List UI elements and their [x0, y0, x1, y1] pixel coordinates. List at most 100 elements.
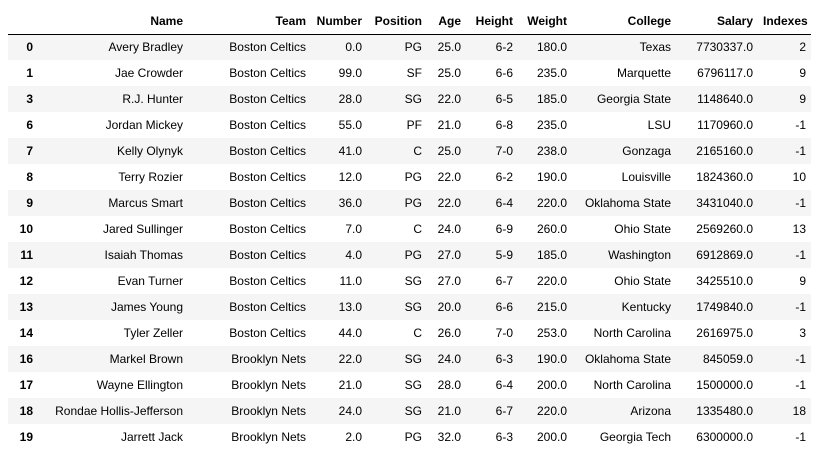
table-cell: 9: [799, 274, 806, 288]
row-index: 12: [19, 274, 33, 288]
row-index: 8: [26, 170, 33, 184]
table-row: 9 Marcus Smart Boston Celtics 36.0 PG 22.0 6-4…: [8, 190, 811, 216]
table-cell: 1500000.0: [696, 378, 753, 392]
table-cell: Brooklyn Nets: [231, 378, 306, 392]
table-cell: 21.0: [437, 404, 461, 418]
table-cell: 3: [799, 326, 806, 340]
table-row: 7 Kelly Olynyk Boston Celtics 41.0 C 25.0 7-0 2…: [8, 138, 811, 164]
row-index: 13: [19, 300, 33, 314]
table-cell: Kelly Olynyk: [116, 144, 183, 158]
table-row: 18 Rondae Hollis-Jefferson Brooklyn Nets 24…: [8, 398, 811, 424]
table-cell: C: [413, 326, 422, 340]
table-cell: -1: [795, 430, 806, 444]
table-cell: 200.0: [536, 430, 567, 444]
table-cell: 1824360.0: [696, 170, 753, 184]
table-cell: 6-6: [495, 300, 513, 314]
table-cell: 1749840.0: [696, 300, 753, 314]
table-cell: Jae Crowder: [114, 66, 183, 80]
table-cell: 6-8: [495, 118, 513, 132]
table-cell: 185.0: [536, 92, 567, 106]
table-cell: 845059.0: [702, 352, 753, 366]
table-cell: 1335480.0: [696, 404, 753, 418]
table-cell: 6-4: [495, 378, 513, 392]
table-cell: Brooklyn Nets: [231, 404, 306, 418]
table-cell: 4.0: [345, 248, 362, 262]
table-cell: 24.0: [437, 352, 461, 366]
table-cell: Wayne Ellington: [96, 378, 183, 392]
table-row: 12 Evan Turner Boston Celtics 11.0 SG 27.0 6-7…: [8, 268, 811, 294]
table-cell: 5-9: [495, 248, 513, 262]
table-cell: C: [413, 144, 422, 158]
table-cell: 215.0: [536, 300, 567, 314]
table-cell: C: [413, 222, 422, 236]
column-header: Position: [367, 8, 427, 35]
table-cell: Boston Celtics: [229, 274, 306, 288]
table-cell: SF: [406, 66, 422, 80]
table-row: 19 Jarrett Jack Brooklyn Nets 2.0 PG 32.0 6-3 2…: [8, 424, 811, 450]
table-cell: 9: [799, 66, 806, 80]
table-cell: 6796117.0: [697, 66, 753, 80]
table-cell: SG: [404, 352, 422, 366]
table-cell: 253.0: [536, 326, 567, 340]
table-cell: 6-3: [495, 352, 513, 366]
table-cell: SG: [404, 92, 422, 106]
table-cell: 21.0: [338, 378, 362, 392]
table-cell: 28.0: [437, 378, 461, 392]
row-index: 7: [26, 144, 33, 158]
header-row: Name Team Number Position Age Height Weight Col…: [8, 8, 811, 35]
table-cell: 24.0: [437, 222, 461, 236]
table-cell: SG: [404, 300, 422, 314]
table-row: 3 R.J. Hunter Boston Celtics 28.0 SG 22.0 6-5 1…: [8, 86, 811, 112]
table-cell: Isaiah Thomas: [104, 248, 184, 262]
table-cell: LSU: [647, 118, 671, 132]
table-cell: 6-5: [495, 92, 513, 106]
row-index: 16: [19, 352, 33, 366]
column-header: Number: [311, 8, 367, 35]
table-cell: Marquette: [616, 66, 671, 80]
row-index: 1: [26, 66, 33, 80]
table-row: 11 Isaiah Thomas Boston Celtics 4.0 PG 27.0 5-…: [8, 242, 811, 268]
table-cell: 25.0: [437, 40, 461, 55]
table-cell: 235.0: [536, 118, 567, 132]
table-cell: 32.0: [437, 430, 461, 444]
table-cell: Boston Celtics: [229, 196, 306, 210]
table-cell: Jarrett Jack: [120, 430, 183, 444]
table-cell: 7730337.0: [696, 40, 753, 55]
table-cell: North Carolina: [593, 378, 671, 392]
table-cell: Boston Celtics: [229, 40, 306, 55]
table-cell: 6-2: [495, 40, 513, 55]
table-cell: 1170960.0: [697, 118, 753, 132]
table-cell: 28.0: [338, 92, 362, 106]
table-cell: Jordan Mickey: [105, 118, 183, 132]
table-row: 13 James Young Boston Celtics 13.0 SG 20.0 6-6…: [8, 294, 811, 320]
table-cell: 238.0: [536, 144, 567, 158]
table-cell: 190.0: [536, 170, 567, 184]
table-cell: 185.0: [536, 248, 567, 262]
table-cell: 55.0: [338, 118, 362, 132]
column-header: Age: [427, 8, 466, 35]
column-header: Salary: [676, 8, 758, 35]
table-cell: 25.0: [437, 144, 461, 158]
table-cell: Ohio State: [614, 222, 671, 236]
table-cell: 2165160.0: [696, 144, 753, 158]
table-cell: Georgia State: [596, 92, 671, 106]
table-cell: 25.0: [437, 66, 461, 80]
table-cell: 3425510.0: [696, 274, 753, 288]
table-cell: 13.0: [338, 300, 362, 314]
table-cell: PG: [404, 248, 422, 262]
table-cell: 6-2: [495, 170, 513, 184]
column-header: Weight: [518, 8, 572, 35]
table-cell: Georgia Tech: [599, 430, 671, 444]
table-cell: 2569260.0: [696, 222, 753, 236]
table-cell: PG: [404, 196, 422, 210]
table-cell: Boston Celtics: [229, 66, 306, 80]
table-cell: 22.0: [437, 170, 461, 184]
table-cell: 24.0: [338, 404, 362, 418]
table-cell: SG: [404, 274, 422, 288]
table-cell: Boston Celtics: [229, 170, 306, 184]
table-cell: PF: [406, 118, 422, 132]
table-row: 6 Jordan Mickey Boston Celtics 55.0 PF 21.0 6-…: [8, 112, 811, 138]
table-cell: Marcus Smart: [108, 196, 183, 210]
table-cell: Arizona: [630, 404, 671, 418]
